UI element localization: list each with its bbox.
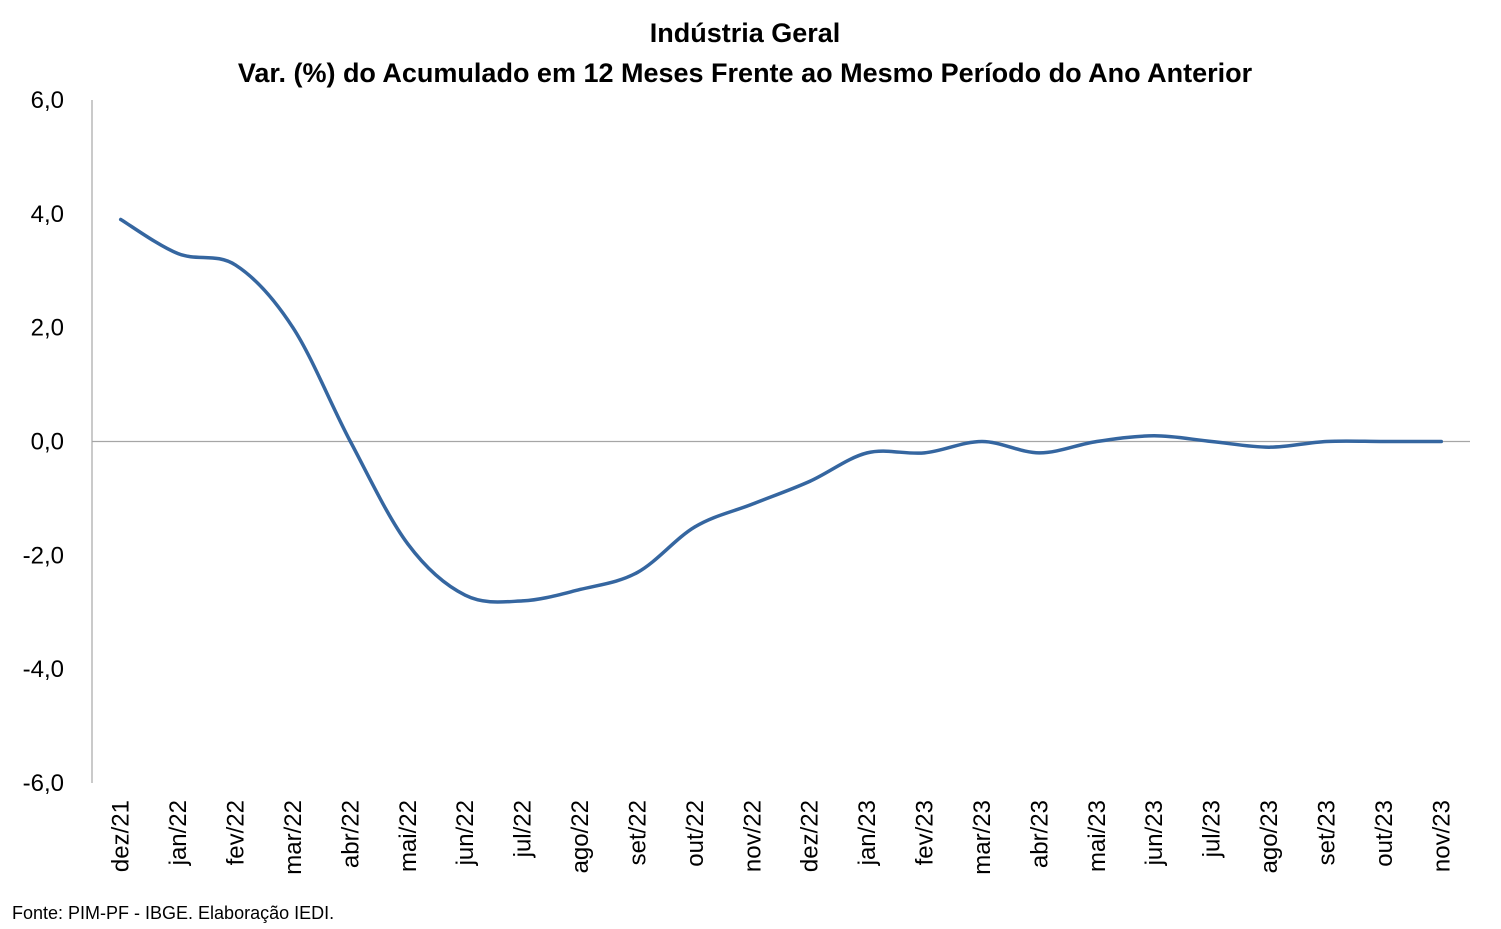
data-point bbox=[1382, 440, 1386, 443]
data-point bbox=[865, 451, 869, 455]
data-point bbox=[808, 479, 812, 483]
x-tick-label: ago/22 bbox=[567, 800, 594, 873]
y-tick-label: 2,0 bbox=[31, 315, 64, 342]
x-tick-label: jan/22 bbox=[165, 800, 192, 866]
data-point bbox=[693, 525, 697, 529]
x-tick-label: jul/23 bbox=[1199, 800, 1226, 858]
data-point bbox=[176, 252, 180, 256]
data-point bbox=[119, 218, 123, 222]
data-point bbox=[1210, 440, 1214, 443]
data-point bbox=[406, 542, 410, 546]
data-point bbox=[923, 451, 927, 455]
x-tick-label: abr/23 bbox=[1026, 800, 1053, 868]
data-point bbox=[1324, 440, 1328, 443]
data-point bbox=[348, 440, 352, 443]
data-point bbox=[1267, 445, 1271, 449]
data-point bbox=[291, 326, 295, 330]
data-point bbox=[750, 502, 754, 506]
source-note: Fonte: PIM-PF - IBGE. Elaboração IEDI. bbox=[12, 903, 334, 923]
y-tick-label: 6,0 bbox=[31, 87, 64, 114]
x-tick-label: out/22 bbox=[682, 800, 709, 867]
x-tick-label: ago/23 bbox=[1256, 800, 1283, 873]
x-tick-label: dez/21 bbox=[108, 800, 135, 872]
data-point bbox=[1095, 440, 1099, 443]
y-tick-label: -4,0 bbox=[23, 656, 64, 683]
y-axis-tick-labels: 6,0 4,0 2,0 0,0 -2,0 -4,0 -6,0 bbox=[23, 87, 64, 797]
x-tick-label: nov/23 bbox=[1428, 800, 1455, 872]
data-point bbox=[635, 570, 639, 574]
x-tick-label: jun/22 bbox=[452, 800, 479, 866]
y-tick-label: -6,0 bbox=[23, 770, 64, 797]
x-tick-label: dez/22 bbox=[797, 800, 824, 872]
x-tick-label: out/23 bbox=[1371, 800, 1398, 867]
data-point bbox=[980, 440, 984, 443]
x-tick-label: jul/22 bbox=[510, 800, 537, 858]
x-tick-label: set/23 bbox=[1313, 800, 1340, 865]
x-tick-label: fev/23 bbox=[912, 800, 939, 865]
x-tick-label: set/22 bbox=[624, 800, 651, 865]
x-tick-label: fev/22 bbox=[223, 800, 250, 865]
data-point bbox=[521, 599, 525, 603]
chart-subtitle: Var. (%) do Acumulado em 12 Meses Frente… bbox=[238, 58, 1253, 88]
y-tick-label: 4,0 bbox=[31, 201, 64, 228]
data-point bbox=[578, 587, 582, 591]
x-tick-label: mar/23 bbox=[969, 800, 996, 875]
y-tick-label: 0,0 bbox=[31, 429, 64, 456]
x-axis-tick-labels: dez/21 jan/22 fev/22 mar/22 abr/22 mai/22 jun/… bbox=[108, 800, 1456, 875]
data-point bbox=[1152, 434, 1156, 438]
data-point bbox=[1439, 440, 1443, 443]
x-tick-label: nov/22 bbox=[739, 800, 766, 872]
series-points bbox=[119, 218, 1443, 603]
x-tick-label: mai/22 bbox=[395, 800, 422, 872]
series-line bbox=[118, 217, 1444, 604]
x-tick-label: jun/23 bbox=[1141, 800, 1168, 866]
y-tick-label: -2,0 bbox=[23, 542, 64, 569]
data-point bbox=[1037, 451, 1041, 455]
x-tick-label: mar/22 bbox=[280, 800, 307, 875]
x-tick-label: jan/23 bbox=[854, 800, 881, 866]
data-point bbox=[463, 593, 467, 597]
data-point bbox=[234, 263, 238, 267]
x-tick-label: abr/22 bbox=[337, 800, 364, 868]
chart-title: Indústria Geral bbox=[650, 18, 841, 48]
x-tick-label: mai/23 bbox=[1084, 800, 1111, 872]
